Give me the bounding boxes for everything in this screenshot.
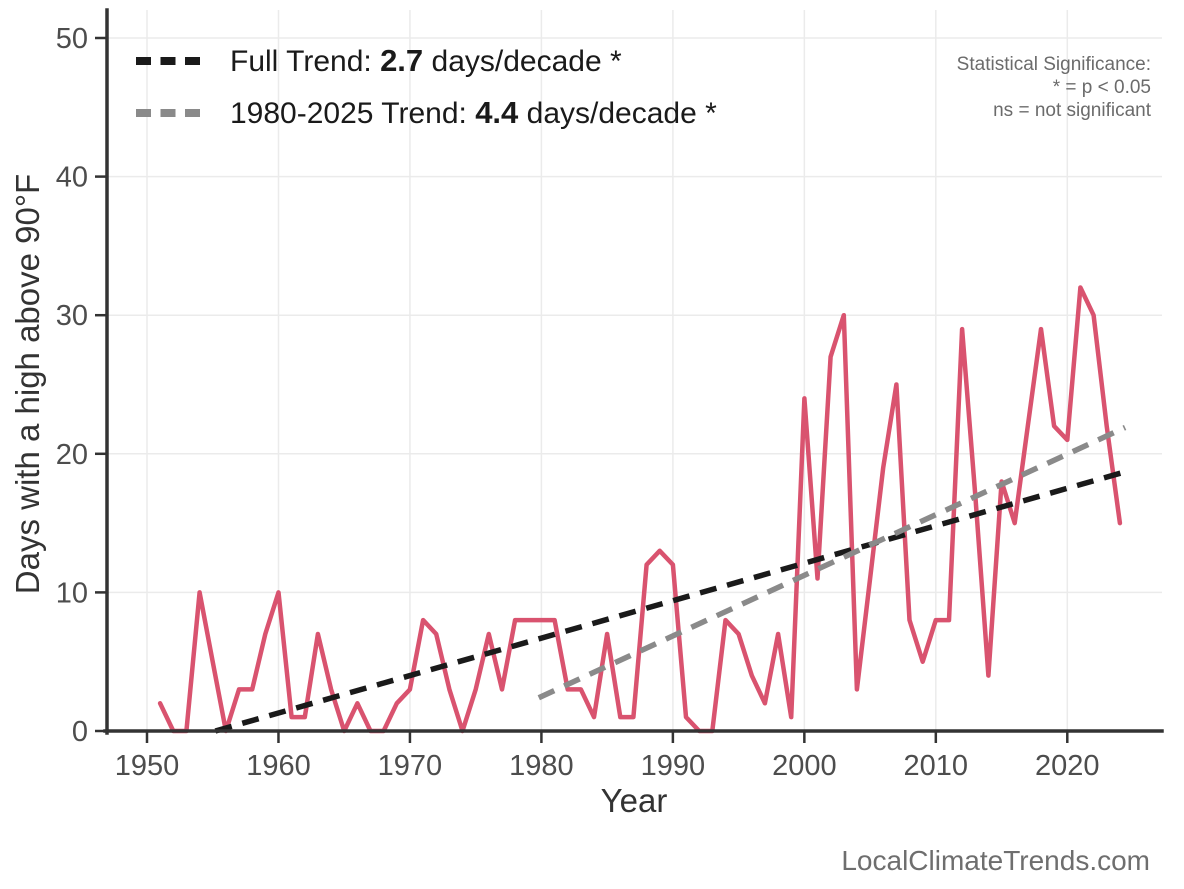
recent-trend-label: 1980-2025 Trend: 4.4 days/decade * bbox=[230, 95, 717, 131]
y-tick-label: 40 bbox=[56, 162, 88, 194]
x-tick-label: 1950 bbox=[115, 750, 180, 782]
recent-trend-dash-icon bbox=[136, 109, 200, 117]
significance-note-title: Statistical Significance: bbox=[956, 54, 1151, 75]
x-tick-label: 2010 bbox=[904, 750, 969, 782]
x-tick-label: 1960 bbox=[246, 750, 311, 782]
y-tick-label: 10 bbox=[56, 577, 88, 609]
significance-note-star: * = p < 0.05 bbox=[1052, 77, 1151, 98]
y-tick-label: 0 bbox=[72, 716, 88, 748]
x-tick-label: 2020 bbox=[1035, 750, 1100, 782]
recent-trend-value: 4.4 bbox=[475, 95, 519, 130]
significance-note-ns: ns = not significant bbox=[993, 100, 1151, 121]
y-tick-label: 30 bbox=[56, 300, 88, 332]
x-tick-label: 1990 bbox=[641, 750, 706, 782]
full-trend-prefix: Full Trend: bbox=[230, 45, 381, 78]
x-axis-title: Year bbox=[600, 782, 668, 819]
full-trend-dash-icon bbox=[136, 57, 200, 65]
legend-row-recent-trend: 1980-2025 Trend: 4.4 days/decade * bbox=[136, 92, 717, 134]
watermark: LocalClimateTrends.com bbox=[841, 845, 1150, 876]
legend-row-full-trend: Full Trend: 2.7 days/decade * bbox=[136, 40, 717, 82]
x-tick-label: 1970 bbox=[378, 750, 443, 782]
recent-trend-line bbox=[537, 424, 1127, 701]
x-tick-label: 1980 bbox=[509, 750, 574, 782]
full-trend-value: 2.7 bbox=[380, 43, 424, 78]
significance-note: Statistical Significance: * = p < 0.05 n… bbox=[957, 53, 1151, 122]
recent-trend-suffix: days/decade * bbox=[518, 97, 717, 130]
y-tick-label: 50 bbox=[56, 23, 88, 55]
full-trend-label: Full Trend: 2.7 days/decade * bbox=[230, 43, 622, 79]
annual-series-line bbox=[157, 285, 1123, 734]
x-tick-label: 2000 bbox=[772, 750, 837, 782]
full-trend-suffix: days/decade * bbox=[423, 45, 622, 78]
y-tick-label: 20 bbox=[56, 439, 88, 471]
recent-trend-prefix: 1980-2025 Trend: bbox=[230, 97, 476, 130]
legend: Full Trend: 2.7 days/decade * 1980-2025 … bbox=[136, 40, 717, 144]
y-axis-title: Days with a high above 90°F bbox=[9, 173, 46, 595]
full-trend-line bbox=[214, 469, 1126, 734]
